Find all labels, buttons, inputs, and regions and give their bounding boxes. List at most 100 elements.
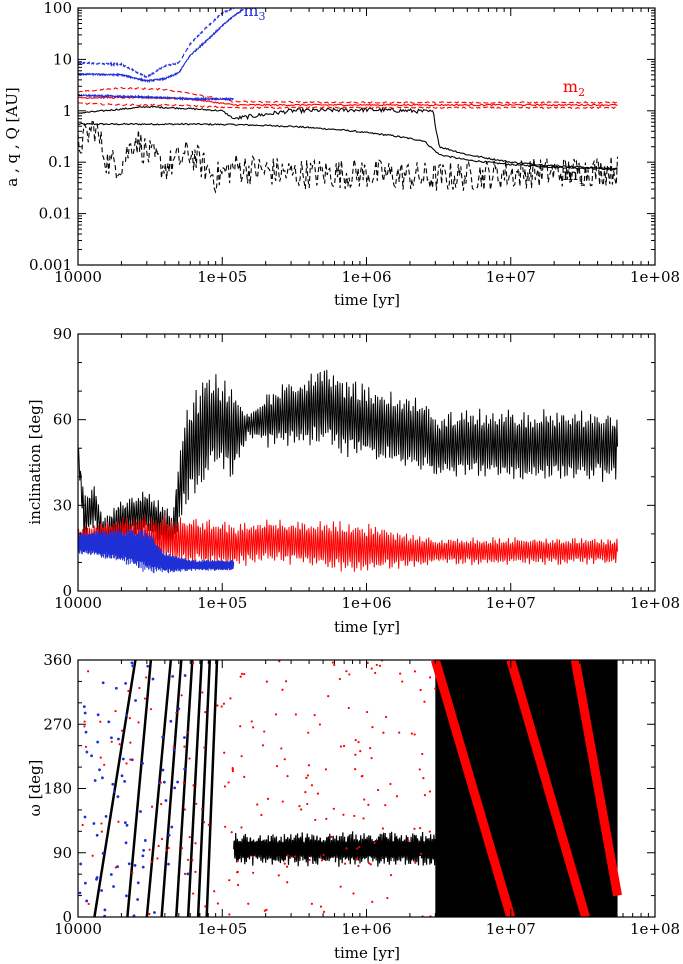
inclination-y-tick-label: 0	[62, 582, 72, 600]
omega-red-point	[223, 785, 227, 788]
omega-blue-point	[109, 873, 113, 876]
omega-red-point	[319, 905, 323, 908]
omega-blue-point	[167, 833, 171, 837]
omega-red-point	[418, 768, 421, 771]
orbit-y-tick-label: 100	[43, 0, 72, 17]
omega-red-point	[131, 871, 134, 874]
omega-blue-point	[136, 881, 140, 885]
omega-blue-point	[110, 736, 113, 740]
omega-red-point	[150, 860, 153, 863]
omega-red-point	[359, 750, 362, 753]
inclination-marks	[78, 369, 618, 574]
omega-blue-point	[123, 821, 127, 825]
omega-red-point	[371, 726, 374, 729]
omega-red-point	[300, 808, 303, 811]
omega-red-point	[251, 855, 255, 859]
omega-blue-point	[161, 735, 165, 739]
omega-red-point	[252, 871, 255, 874]
omega-red-point	[240, 672, 244, 675]
omega-red-point	[428, 790, 432, 793]
omega-blue-point	[98, 768, 101, 772]
omega-red-point	[358, 845, 361, 849]
omega-x-tick-label: 10000	[54, 920, 102, 938]
omega-x-tick-label: 1e+05	[197, 920, 247, 938]
omega-blue-point	[93, 779, 97, 782]
omega-red-point	[286, 881, 289, 884]
inclination-plot-area	[78, 369, 618, 574]
orbit-y-tick-label: 0.001	[29, 256, 72, 274]
omega-blue-point	[131, 664, 135, 668]
omega-red-point	[277, 874, 280, 877]
omega-red-point	[250, 720, 253, 723]
omega-red-point	[378, 664, 382, 667]
omega-blue-point	[111, 782, 115, 786]
omega-red-point	[384, 804, 387, 807]
omega-red-point	[413, 733, 416, 736]
inclination-y-label: inclination [deg]	[26, 399, 44, 524]
omega-red-point	[91, 854, 94, 857]
omega-blue-point	[183, 674, 187, 677]
orbit-x-tick-label: 10000	[54, 268, 102, 286]
omega-red-point	[118, 743, 121, 746]
omega-blue-point	[134, 699, 137, 702]
omega-red-point	[345, 847, 348, 850]
omega-red-point	[99, 756, 102, 759]
omega-red-point	[145, 676, 148, 679]
omega-red-point	[247, 902, 250, 905]
omega-red-point	[370, 667, 373, 670]
omega-red-point	[240, 755, 243, 758]
omega-red-point	[313, 713, 316, 717]
omega-blue-point	[123, 779, 127, 783]
inclination-x-tick-label: 1e+05	[197, 594, 247, 612]
omega-red-point	[265, 680, 268, 683]
omega-blue-point	[183, 767, 187, 771]
omega-red-point	[180, 694, 183, 697]
omega-red-point	[148, 912, 151, 916]
label-m1: m1	[563, 165, 585, 187]
omega-red-point	[207, 823, 210, 826]
omega-black-track	[196, 660, 212, 917]
omega-blue-point	[124, 841, 128, 845]
omega-red-point	[283, 862, 286, 865]
omega-blue-point	[167, 862, 170, 866]
inclination-ticks: 10000 1e+05 1e+06 1e+07 1e+08 0 30 60 90	[53, 325, 680, 612]
omega-red-point	[347, 706, 350, 710]
omega-red-point	[410, 732, 413, 735]
omega-red-point	[192, 892, 195, 895]
orbit-plot-area: m3 m2 m1	[78, 1, 619, 194]
omega-blue-point	[130, 758, 134, 762]
orbit-marks	[78, 8, 619, 194]
omega-black-track	[186, 660, 203, 917]
omega-red-point	[239, 725, 242, 728]
omega-red-point	[354, 738, 357, 742]
omega-red-point	[422, 777, 425, 780]
omega-red-point	[374, 671, 377, 675]
omega-red-point	[188, 836, 191, 839]
omega-blue-point	[121, 757, 125, 761]
omega-red-point	[180, 847, 184, 850]
omega-red-point	[187, 731, 190, 734]
omega-red-point	[231, 770, 234, 773]
omega-red-point	[428, 676, 432, 679]
omega-blue-point	[101, 851, 105, 855]
omega-red-point	[265, 908, 268, 911]
inclination-panel: 10000 1e+05 1e+06 1e+07 1e+08 0 30 60 90 time [y…	[26, 325, 680, 636]
omega-red-point	[203, 746, 206, 749]
omega-red-point	[281, 688, 284, 691]
omega-red-point	[382, 731, 385, 734]
omega-red-point	[286, 865, 289, 868]
omega-red-point	[194, 870, 197, 873]
omega-red-point	[191, 859, 194, 862]
omega-red-point	[222, 702, 226, 705]
omega-blue-point	[143, 839, 147, 842]
series-m3-a	[78, 8, 244, 84]
omega-red-point	[306, 802, 309, 806]
omega-plot-area	[78, 660, 622, 917]
omega-y-tick-label: 270	[43, 715, 72, 733]
omega-red-point	[376, 788, 380, 792]
omega-red-point	[175, 711, 178, 715]
omega-panel: 10000 1e+05 1e+06 1e+07 1e+08 0 90 180 270 360 ti…	[26, 651, 680, 962]
omega-red-point	[310, 784, 314, 787]
omega-red-point	[338, 677, 341, 681]
omega-red-point	[348, 673, 351, 676]
